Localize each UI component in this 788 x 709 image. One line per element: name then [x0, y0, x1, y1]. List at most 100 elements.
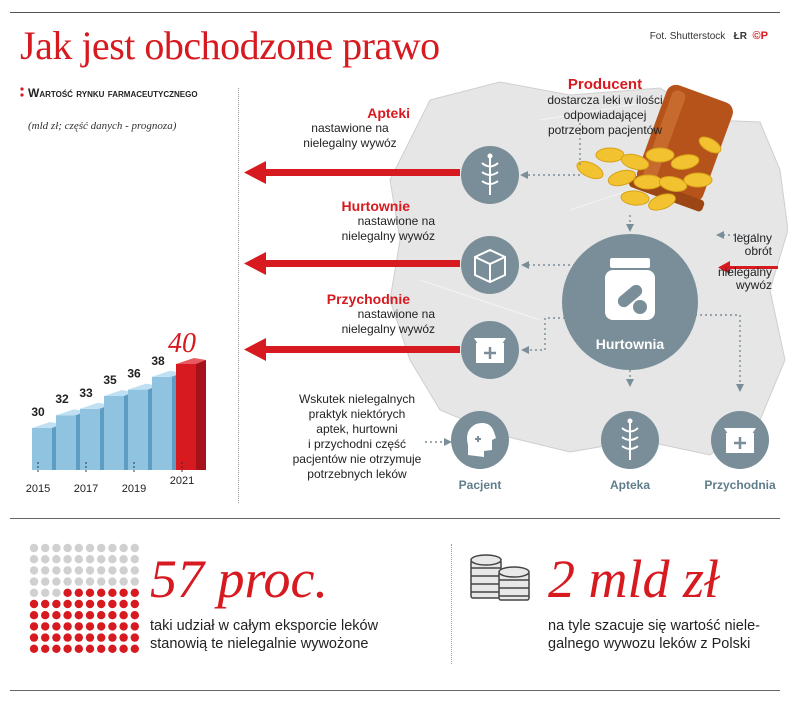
percent-dot	[85, 599, 95, 609]
percent-dot	[97, 644, 106, 653]
percent-dot	[108, 633, 117, 642]
percent-dot	[85, 566, 95, 575]
percent-dot	[97, 588, 106, 597]
flow-hurtownie: Hurtownie nastawione na nielegalny wywóz	[265, 198, 435, 244]
bar-top	[152, 370, 182, 377]
percent-dot	[52, 566, 61, 575]
percent-dot	[119, 555, 128, 564]
percent-dot	[130, 633, 139, 642]
photo-credit: Fot. Shutterstock ŁR ©P	[650, 30, 768, 42]
producer-title: Producent	[567, 76, 643, 93]
percent-dot	[85, 543, 95, 553]
tick-label: 2021	[170, 475, 194, 487]
stat-amount-text: na tyle szacuje się wartość niele- galne…	[548, 618, 760, 652]
percent-dot	[119, 622, 128, 631]
clinic-icon-right	[711, 411, 769, 469]
percent-dot	[97, 599, 106, 609]
flow-hurtownie-title: Hurtownie	[341, 198, 410, 214]
bar-front	[32, 428, 52, 470]
bar-top	[56, 409, 86, 416]
bar-value-label: 36	[127, 367, 141, 381]
bar-front	[104, 396, 124, 470]
percent-dot	[41, 611, 50, 620]
flow-apteki-text: nastawione na nielegalny wywóz	[303, 121, 397, 150]
bar-value-label: 33	[79, 386, 93, 400]
percent-dot	[74, 566, 83, 575]
top-rule	[10, 12, 780, 13]
percent-dot	[41, 543, 50, 553]
percent-dot	[119, 588, 128, 597]
percent-dot	[130, 588, 139, 597]
percent-dot	[97, 622, 106, 631]
percent-dot	[52, 555, 61, 564]
hub-label: Hurtownia	[595, 336, 665, 352]
medicine-bottle-icon	[605, 258, 655, 320]
stat-percent-value: 57 proc.	[150, 549, 328, 609]
percent-dot	[130, 577, 139, 586]
percent-dot	[85, 577, 95, 586]
percent-dot	[41, 644, 50, 653]
percent-dot	[130, 566, 139, 575]
caduceus-icon-bottom	[601, 411, 659, 469]
clinic-icon-left	[461, 321, 519, 379]
stat-amount-value: 2 mld zł	[548, 549, 720, 609]
bar-front	[152, 376, 172, 470]
bar-value-label: 32	[55, 392, 69, 406]
percent-dot	[119, 644, 128, 653]
percent-dot	[85, 622, 95, 631]
percent-dot	[97, 543, 106, 553]
stats-divider	[451, 544, 452, 664]
percent-dot	[130, 644, 139, 653]
flow-przychodnie: Przychodnie nastawione na nielegalny wyw…	[265, 291, 435, 337]
percent-dot	[85, 611, 95, 620]
percent-dot	[29, 588, 39, 597]
tick-label: 2019	[122, 483, 146, 495]
bar	[176, 358, 206, 470]
percent-dot	[119, 577, 128, 586]
percent-dot	[29, 599, 39, 609]
percent-dot	[29, 633, 39, 642]
tick-label: 2015	[26, 483, 50, 495]
percent-dot	[97, 611, 106, 620]
patient-head-icon	[451, 411, 509, 469]
percent-dot	[63, 543, 72, 553]
caduceus-icon-top	[461, 146, 519, 204]
percent-dot	[119, 566, 128, 575]
tick-label: 2017	[74, 483, 98, 495]
percent-dot	[108, 588, 117, 597]
bar-value-label: 35	[103, 373, 117, 387]
percent-dot	[52, 633, 61, 642]
chart-title: Wartość rynku farmaceutycznego	[28, 86, 198, 100]
percent-dot	[130, 622, 139, 631]
percent-dot	[63, 588, 72, 597]
percent-dot	[74, 577, 83, 586]
percent-dot	[108, 543, 117, 553]
percent-dot	[52, 588, 61, 597]
arrow-heads	[444, 171, 744, 446]
credit-text: Fot. Shutterstock	[649, 31, 726, 42]
percent-dot	[52, 577, 61, 586]
bar-side	[194, 360, 206, 470]
percent-dot	[63, 566, 72, 575]
producer-text: dostarcza leki w ilości odpowiadającej p…	[547, 93, 663, 137]
percent-dot	[108, 644, 117, 653]
percent-dot	[29, 543, 39, 553]
percent-dot	[119, 599, 128, 609]
legend-illegal: nielegalny wywóz	[717, 265, 772, 292]
percent-dot	[108, 611, 117, 620]
bar-value-label: 40	[168, 328, 196, 359]
pills-icon	[576, 136, 722, 211]
percent-dot	[41, 633, 50, 642]
lr-logo: ŁR	[733, 31, 747, 42]
percent-dot	[52, 599, 61, 609]
percent-dot	[29, 622, 39, 631]
percent-dot	[74, 599, 83, 609]
percent-dot	[97, 555, 106, 564]
node-clinic-label: Przychodnia	[704, 478, 776, 492]
bar-top	[104, 390, 134, 396]
percent-dot	[108, 599, 117, 609]
percent-dot	[97, 633, 106, 642]
percent-dot-grid	[29, 543, 139, 653]
bar-top	[176, 358, 206, 364]
coins-icon	[470, 554, 530, 601]
